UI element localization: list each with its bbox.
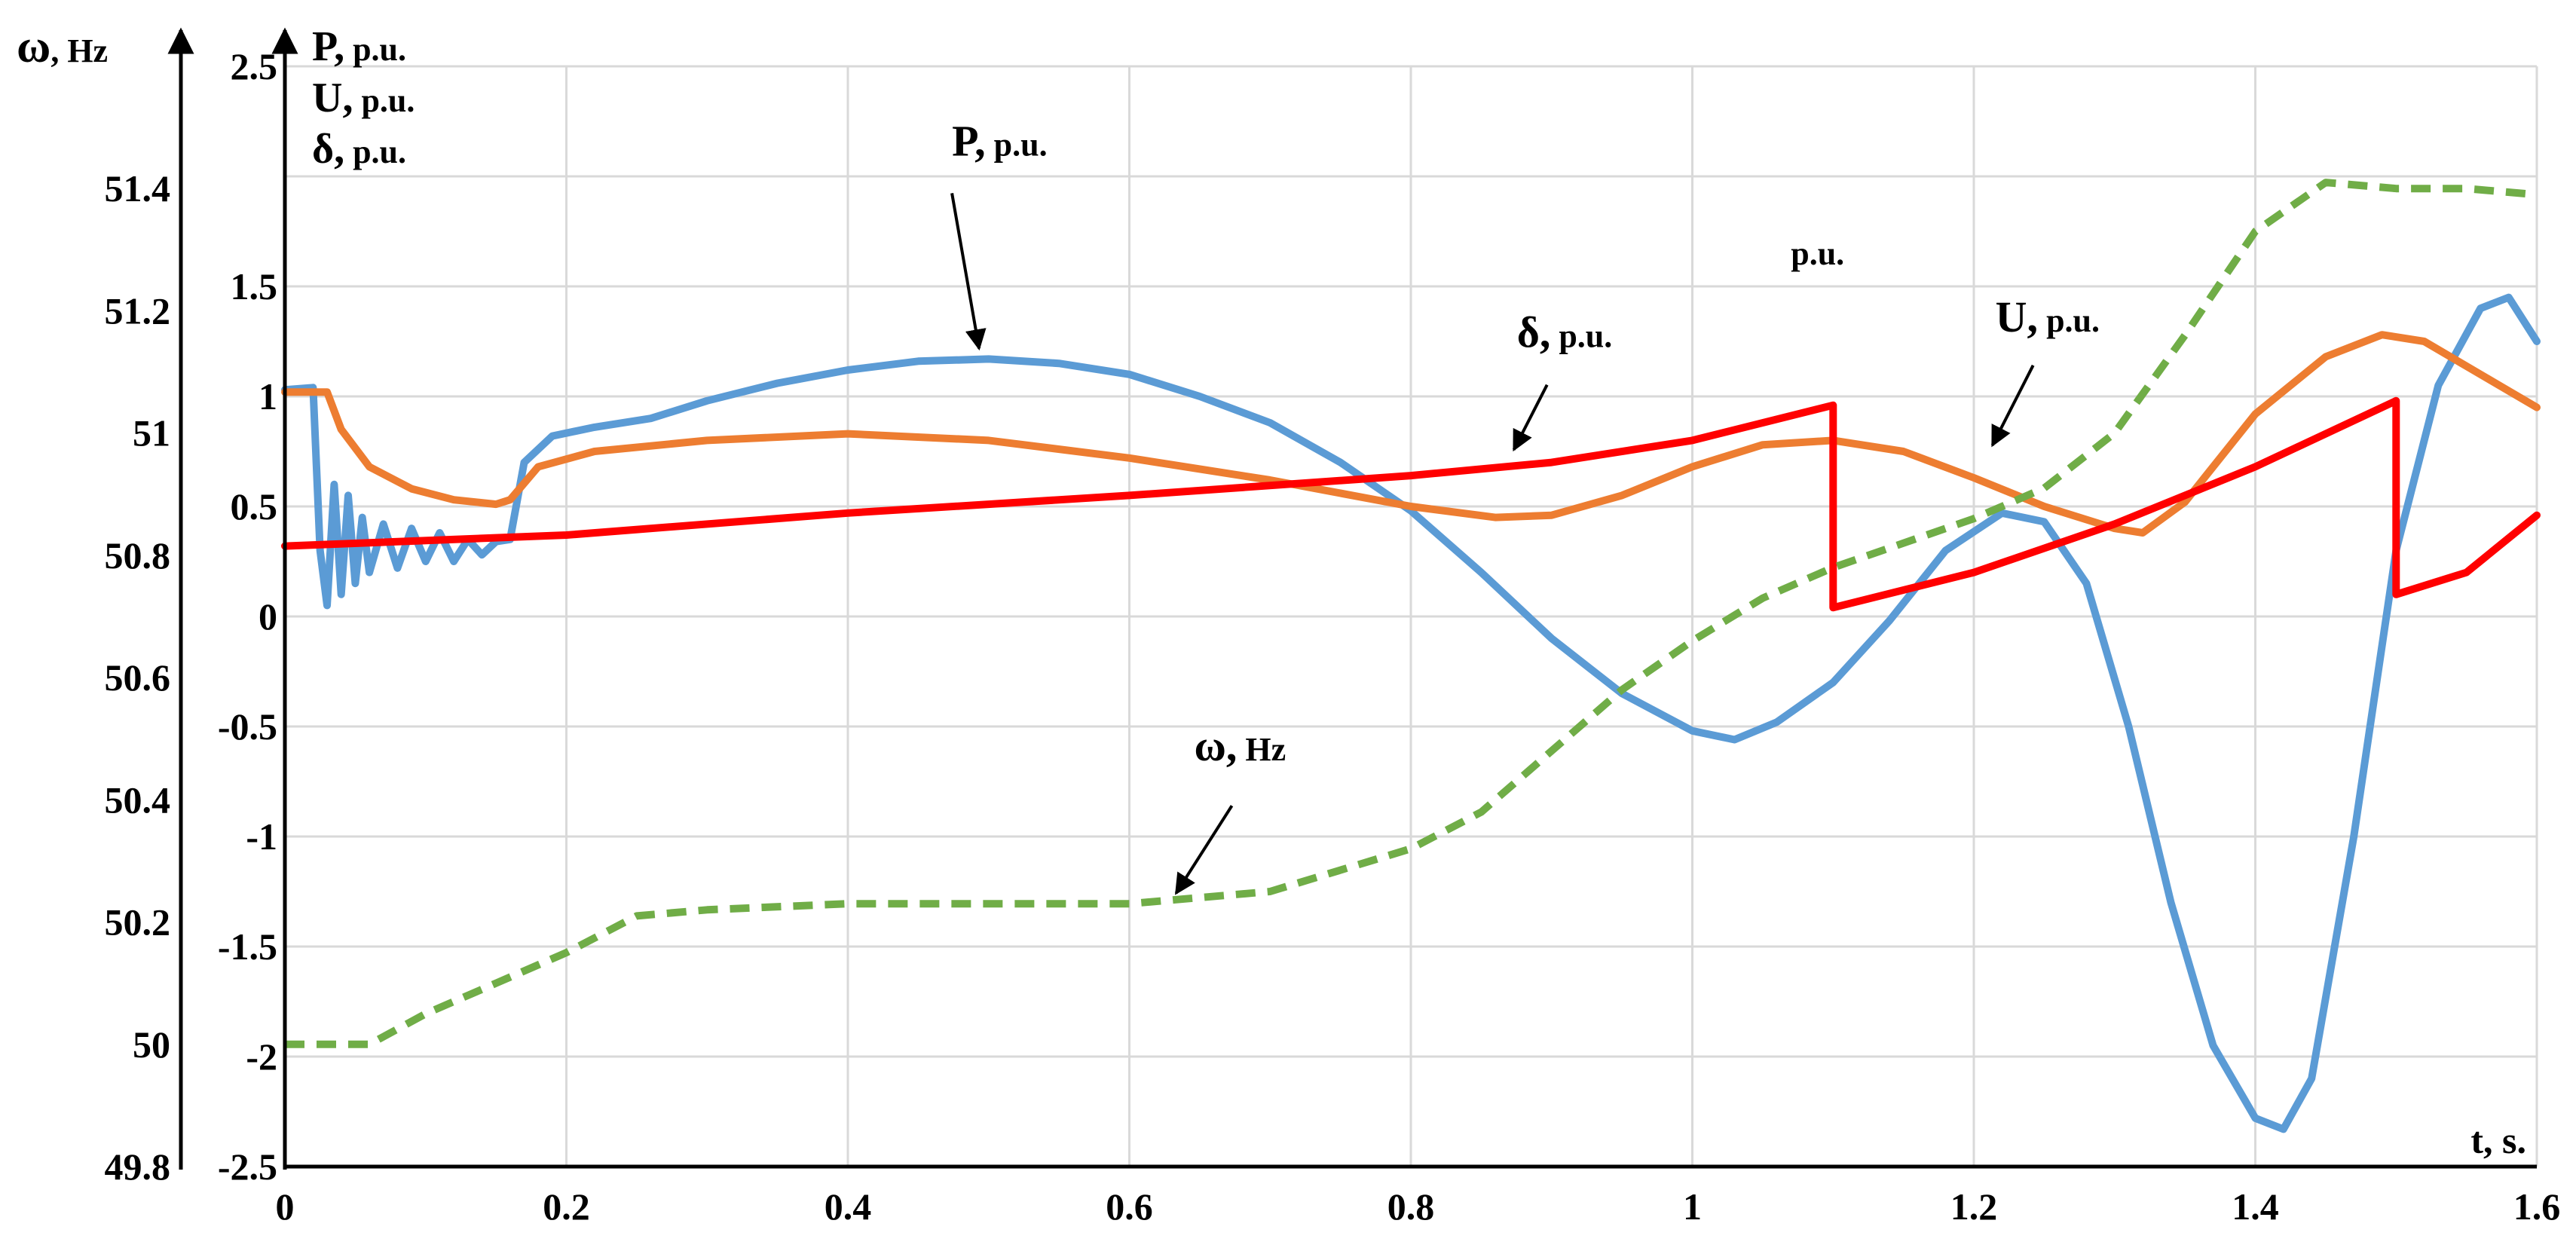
y-tick-label-pu: -0.5 <box>218 705 277 748</box>
annotation-label: U, p.u. <box>1996 292 2100 341</box>
axes: 0 0.2 0.4 0.6 0.8 1 1.2 1.4 1.6 t, s. -2.5 -2 -1.5 -1… <box>17 21 2560 1228</box>
y-axis-title-hz: ω, Hz <box>17 21 108 72</box>
y-tick-label-pu: -1.5 <box>218 925 277 968</box>
y-tick-label-hz: 49.8 <box>105 1145 171 1188</box>
annotation-label: ω, Hz <box>1195 721 1286 770</box>
annotation-arrow <box>950 193 987 351</box>
y-tick-label-hz: 51 <box>133 412 170 454</box>
x-tick-label: 1 <box>1683 1185 1702 1228</box>
y-axis-title-pu: U, p.u. <box>312 75 415 121</box>
annotation-label: P, p.u. <box>952 116 1048 165</box>
x-tick-label: 0.4 <box>825 1185 872 1228</box>
annotation-label: δ, p.u. <box>1517 308 1613 357</box>
y-tick-label-pu: 2.5 <box>231 45 278 87</box>
y-axis-title-pu: δ, p.u. <box>312 126 406 173</box>
annotation-arrow <box>1174 805 1234 895</box>
x-tick-label: 0.6 <box>1106 1185 1153 1228</box>
y-tick-label-pu: -2 <box>246 1035 277 1078</box>
x-tick-label: 1.6 <box>2513 1185 2561 1228</box>
series-line <box>281 331 2541 537</box>
series-line <box>285 179 2538 1048</box>
x-tick-label: 0.8 <box>1387 1185 1435 1228</box>
y-tick-label-hz: 51.4 <box>105 167 171 210</box>
y-tick-label-pu: 1 <box>259 375 277 417</box>
x-tick-label: 0 <box>276 1185 295 1228</box>
y-tick-label-hz: 50.8 <box>105 534 171 577</box>
y-tick-label-pu: 0.5 <box>231 485 278 528</box>
y-tick-label-pu: -1 <box>246 815 277 858</box>
y-tick-label-hz: 50 <box>133 1023 170 1066</box>
y-tick-label-hz: 50.4 <box>105 778 171 821</box>
x-tick-label: 1.4 <box>2232 1185 2279 1228</box>
y-tick-label-hz: 51.2 <box>105 289 171 332</box>
y-tick-label-pu: 1.5 <box>231 265 278 307</box>
x-tick-label: 1.2 <box>1950 1185 1998 1228</box>
annotation-arrow <box>1512 384 1549 452</box>
y-tick-label-hz: 50.2 <box>105 901 171 944</box>
x-tick-label: 0.2 <box>543 1185 590 1228</box>
annotation-label: p.u. <box>1791 235 1844 272</box>
series-layer <box>281 179 2541 1133</box>
annotations: P, p.u. δ, p.u. U, p.u. ω, Hz p.u. <box>950 116 2100 895</box>
annotation-arrow <box>1990 364 2035 448</box>
series-line <box>281 396 2541 612</box>
x-axis-title: t, s. <box>2470 1119 2526 1161</box>
y-tick-label-pu: 0 <box>259 595 277 638</box>
y-tick-label-pu: -2.5 <box>218 1145 277 1188</box>
y-axis-title-pu: P, p.u. <box>312 23 406 70</box>
y-tick-label-hz: 50.6 <box>105 656 171 699</box>
